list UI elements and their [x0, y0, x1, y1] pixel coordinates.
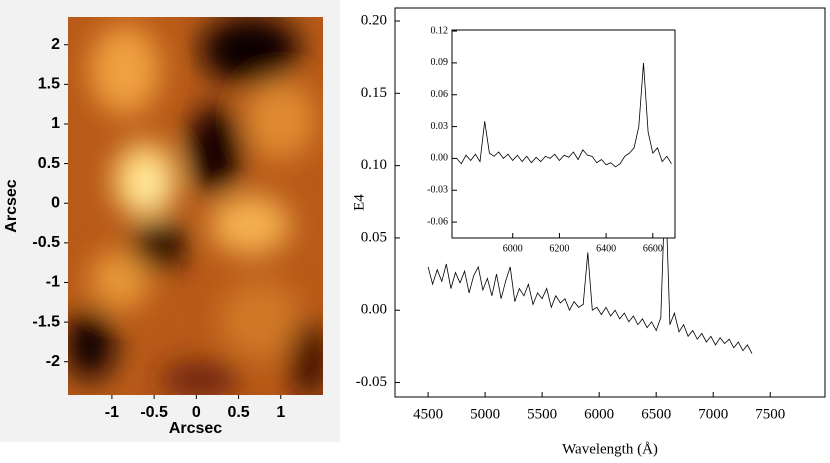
x-tick-label: -1 — [105, 404, 119, 421]
y-tick-label: 0.12 — [431, 25, 449, 36]
y-tick-label: -1 — [46, 274, 60, 291]
x-tick-label: 6200 — [549, 243, 569, 254]
x-tick-label: 6000 — [584, 406, 614, 422]
x-tick-label: 6400 — [596, 243, 616, 254]
y-tick-label: 0.00 — [431, 153, 449, 164]
x-tick-label: 6500 — [641, 406, 671, 422]
x-axis-label: Wavelength (Å) — [562, 441, 658, 457]
plot-frame — [394, 7, 826, 398]
y-tick-label: -0.05 — [356, 374, 387, 390]
x-tick-label: 7000 — [698, 406, 728, 422]
y-axis-label: E4 — [351, 194, 367, 211]
y-tick-label: 2 — [51, 36, 60, 53]
y-tick-label: 0.20 — [361, 12, 387, 28]
x-tick-label: 6600 — [643, 243, 663, 254]
y-tick-label: 0 — [51, 194, 60, 211]
y-tick-label: 1 — [51, 115, 60, 132]
x-tick-label: 1 — [276, 404, 285, 421]
x-tick-label: 5500 — [527, 406, 557, 422]
y-tick-label: -2 — [46, 353, 60, 370]
x-tick-label: 0.5 — [227, 404, 249, 421]
x-tick-label: 5000 — [470, 406, 500, 422]
intensity-map — [68, 17, 323, 395]
y-tick-label: 0.00 — [361, 302, 387, 318]
x-tick-label: 6000 — [503, 243, 523, 254]
x-tick-label: 0 — [192, 404, 201, 421]
y-tick-label: 0.5 — [38, 155, 60, 172]
y-axis-label: Arcsec — [3, 179, 20, 232]
spectrum-line — [456, 62, 672, 168]
y-tick-label: -0.06 — [427, 216, 448, 227]
x-axis-label: Arcsec — [169, 420, 222, 437]
x-tick-label: 7500 — [755, 406, 785, 422]
y-tick-label: -1.5 — [32, 313, 60, 330]
y-tick-label: 0.09 — [431, 57, 449, 68]
x-tick-label: 4500 — [413, 406, 443, 422]
plot-frame — [451, 29, 676, 239]
spectrum-line — [427, 182, 753, 354]
y-tick-label: 0.06 — [431, 89, 449, 100]
y-tick-label: 0.03 — [431, 121, 449, 132]
y-tick-label: -0.5 — [32, 234, 60, 251]
y-tick-label: 0.15 — [361, 85, 387, 101]
y-tick-label: 0.10 — [361, 157, 387, 173]
y-tick-label: 1.5 — [38, 76, 60, 93]
y-tick-label: -0.03 — [427, 185, 448, 196]
x-tick-label: -0.5 — [140, 404, 168, 421]
y-tick-label: 0.05 — [361, 229, 387, 245]
